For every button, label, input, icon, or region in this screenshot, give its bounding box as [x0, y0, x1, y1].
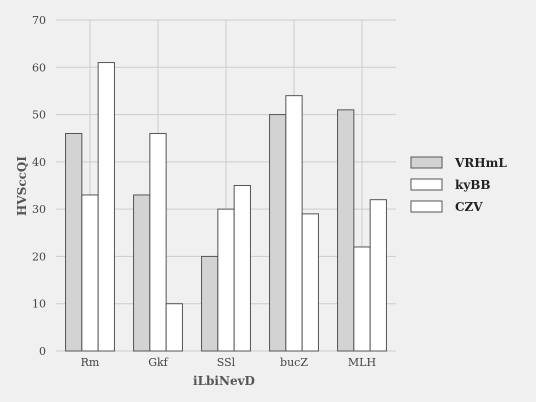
bar: [201, 255, 219, 352]
bar: [269, 114, 287, 352]
bar: [233, 185, 251, 352]
legend-swatch: [410, 156, 443, 169]
y-tick-label: 0: [39, 345, 46, 358]
legend-swatch: [410, 178, 443, 191]
y-axis-ticks: 0 10 20 30 40 50 60 70: [32, 14, 46, 358]
bar: [285, 95, 303, 352]
bar: [165, 303, 183, 352]
y-tick-label: 40: [32, 156, 46, 169]
x-axis-ticks: Rm Gkf SSl bucZ MLH: [81, 356, 376, 369]
bar: [369, 199, 387, 352]
y-tick-label: 50: [32, 109, 46, 122]
y-tick-label: 30: [32, 203, 46, 216]
legend: VRHmL kyBB CZV: [410, 156, 507, 214]
y-tick-label: 70: [32, 14, 46, 27]
bar: [217, 208, 235, 352]
legend-label: kyBB: [455, 178, 491, 192]
bar: [301, 213, 319, 352]
bar: [149, 132, 167, 352]
bar: [337, 109, 355, 352]
x-tick-label: Gkf: [148, 356, 168, 369]
y-tick-label: 60: [32, 61, 46, 74]
x-tick-label: SSl: [217, 356, 236, 369]
x-tick-label: Rm: [81, 356, 100, 369]
legend-label: CZV: [455, 200, 483, 214]
x-axis-label: iLbiNevD: [193, 374, 255, 388]
legend-label: VRHmL: [454, 156, 507, 170]
y-tick-label: 10: [32, 298, 46, 311]
x-tick-label: MLH: [348, 356, 376, 369]
bar: [65, 132, 83, 352]
y-tick-label: 20: [32, 250, 46, 263]
legend-swatch: [410, 200, 443, 213]
x-tick-label: bucZ: [280, 356, 308, 369]
bar: [97, 62, 115, 352]
bar: [133, 194, 151, 352]
bar: [81, 194, 99, 352]
bar: [353, 246, 371, 352]
y-axis-label: HVSccQI: [15, 156, 29, 216]
bars: [65, 62, 387, 352]
